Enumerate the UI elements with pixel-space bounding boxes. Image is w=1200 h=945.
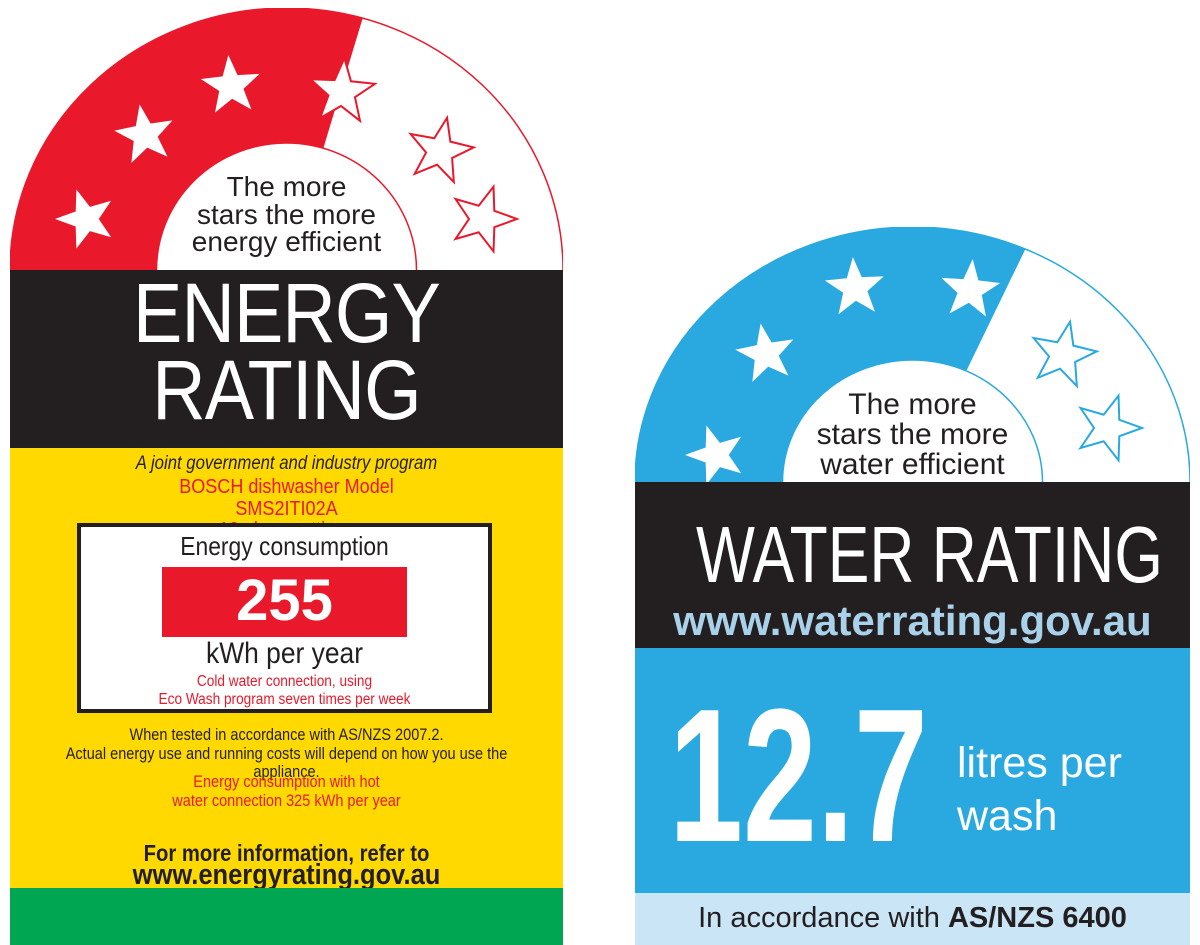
tagline-line: The more <box>848 388 977 421</box>
more-info-text: For more information, refer to <box>143 840 430 866</box>
unit-line2: wash <box>957 792 1058 840</box>
accordance-band: In accordance with AS/NZS 6400 <box>635 893 1190 945</box>
energy-title-band: ENERGY RATING <box>10 270 563 448</box>
consumption-heading: Energy consumption <box>180 531 389 561</box>
energy-consumption-box: Energy consumption 255 kWh per year Cold… <box>77 523 492 713</box>
test-note-line2: Actual energy use and running costs will… <box>65 744 508 782</box>
consumption-note-line1: Cold water connection, using <box>196 673 373 690</box>
model-line1: BOSCH dishwasher Model <box>179 475 394 498</box>
energy-title: ENERGY RATING <box>43 266 530 437</box>
water-title-band: WATER RATING www.waterrating.gov.au <box>635 482 1190 648</box>
consumption-value: 255 <box>236 568 333 633</box>
tagline-line: stars the more <box>197 198 376 230</box>
consumption-unit: kWh per year <box>206 637 363 670</box>
litres-per-wash-unit: litres per wash <box>957 737 1122 843</box>
hot-water-note: Energy consumption with hot water connec… <box>43 773 530 810</box>
water-rating-url: www.waterrating.gov.au <box>673 597 1152 644</box>
energy-rating-url: www.energyrating.gov.au <box>132 859 441 891</box>
energy-title-line1: ENERGY <box>133 266 441 360</box>
water-rating-label: The more stars the more water efficient … <box>635 0 1190 945</box>
energy-tagline: The more stars the more energy efficient <box>10 173 563 256</box>
green-footer-band <box>10 888 563 945</box>
water-tagline: The more stars the more water efficient <box>635 390 1190 480</box>
energy-label-body: A joint government and industry program … <box>10 448 563 891</box>
water-star-arch <box>635 227 1190 482</box>
consumption-note: Cold water connection, using Eco Wash pr… <box>105 673 463 708</box>
inner-circle <box>155 142 418 270</box>
model-line2: SMS2ITI02A <box>235 496 338 520</box>
inner-circle <box>781 359 1044 482</box>
energy-rating-label: The more stars the more energy efficient… <box>10 0 563 945</box>
energy-title-line2: RATING <box>152 343 421 437</box>
test-note: When tested in accordance with AS/NZS 20… <box>43 726 530 782</box>
program-note: A joint government and industry program <box>135 453 438 474</box>
tagline-line: The more <box>226 171 347 202</box>
water-title: WATER RATING <box>696 510 1163 599</box>
unit-line1: litres per <box>957 739 1122 787</box>
test-note-line1: When tested in accordance with AS/NZS 20… <box>129 726 444 744</box>
consumption-note-line2: Eco Wash program seven times per week <box>158 690 411 708</box>
hot-water-note-line1: Energy consumption with hot <box>193 773 380 791</box>
accordance-standard: AS/NZS 6400 <box>947 902 1127 934</box>
energy-star-arch <box>10 8 563 270</box>
accordance-prefix: In accordance with <box>698 902 940 934</box>
water-label-body: 12.7 litres per wash <box>635 648 1190 893</box>
tagline-line: stars the more <box>816 418 1009 451</box>
hot-water-note-line2: water connection 325 kWh per year <box>172 791 401 810</box>
consumption-value-box: 255 <box>162 567 407 637</box>
tagline-line: energy efficient <box>191 226 382 257</box>
litres-per-wash-value: 12.7 <box>669 670 928 882</box>
tagline-line: water efficient <box>820 448 1005 481</box>
